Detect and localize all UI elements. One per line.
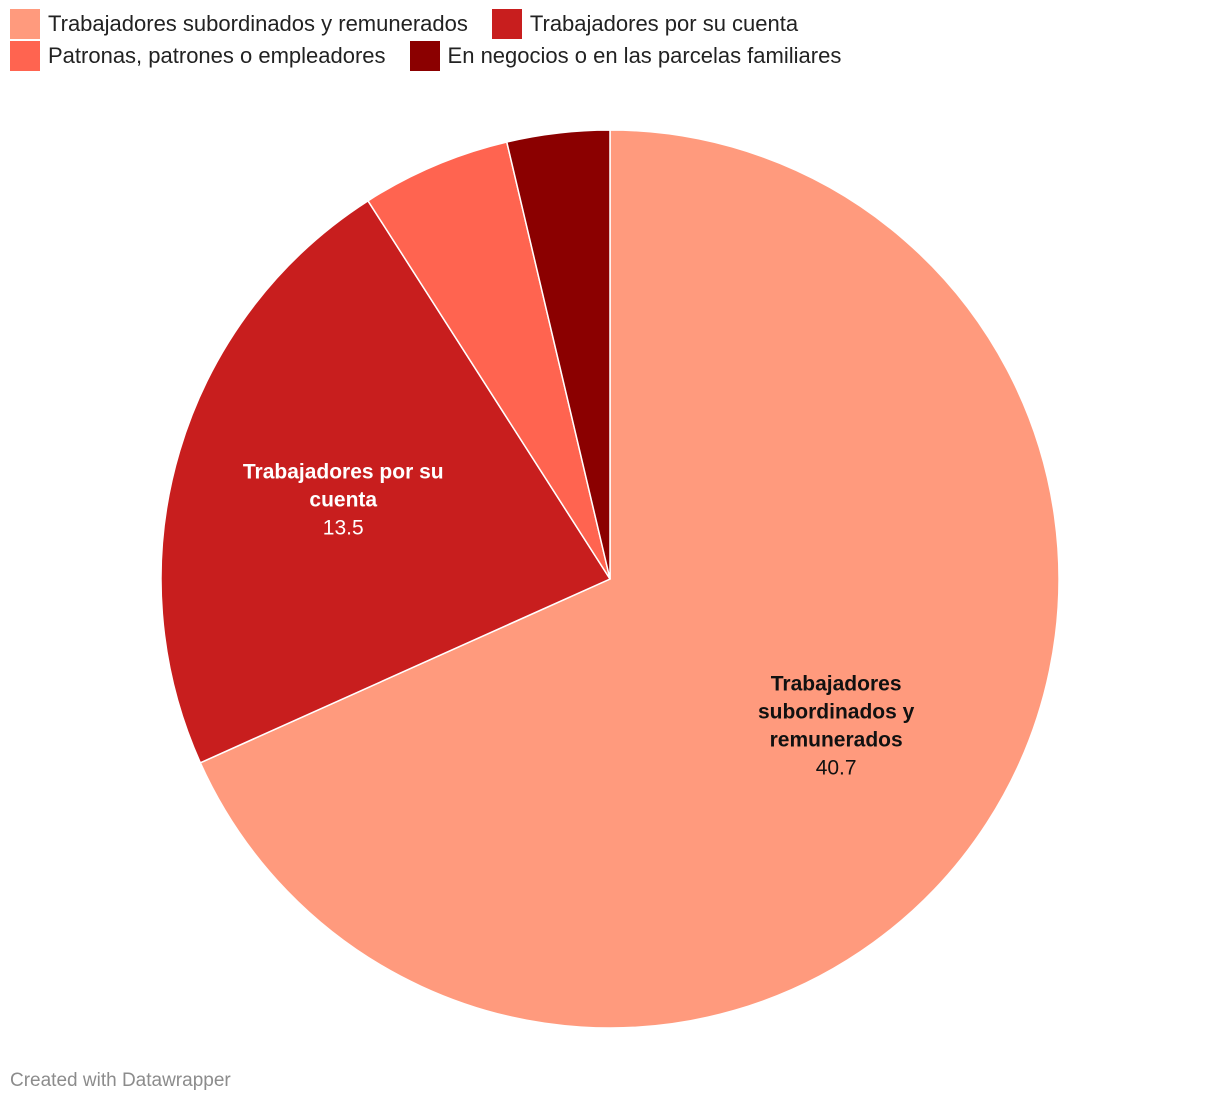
legend-item-patrones: Patronas, patrones o empleadores [10,41,386,71]
legend-row-2: Patronas, patrones o empleadores En nego… [10,40,1210,72]
pie-slice-negocios-familiares [505,129,611,580]
slice-value-por-su-cuenta: 13.5 [323,516,364,539]
legend-label-patrones: Patronas, patrones o empleadores [48,43,386,68]
slice-label-name-por-su-cuenta-line-2: cuenta [309,488,377,511]
legend-swatch-por-su-cuenta [491,9,522,39]
slice-label-por-su-cuenta: Trabajadores por su cuenta 13.5 [243,460,444,539]
slice-label-subordinados: Trabajadores subordinados y remunerados 40.… [758,672,915,779]
pie-slice-por-su-cuenta [160,199,612,764]
legend-swatch-negocios-familiares [409,41,440,71]
legend-item-negocios-familiares: En negocios o en las parcelas familiares [409,41,842,71]
slice-label-name-subordinados-line-3: remunerados [770,728,903,751]
datawrapper-credit: Created with Datawrapper [10,1070,231,1091]
slice-label-name-subordinados-line-1: Trabajadores [771,672,902,695]
slice-label-name-subordinados-line-2: subordinados y [758,700,915,723]
legend-swatch-patrones [10,41,40,71]
legend-swatch-subordinados [10,9,40,39]
legend-row-1: Trabajadores subordinados y remunerados … [10,8,1210,40]
legend-item-subordinados: Trabajadores subordinados y remunerados [10,9,468,39]
legend-label-por-su-cuenta: Trabajadores por su cuenta [529,11,799,36]
legend-label-subordinados: Trabajadores subordinados y remunerados [48,11,468,36]
pie-slice-subordinados [199,129,1060,1029]
slice-label-name-por-su-cuenta-line-1: Trabajadores por su [243,460,444,483]
legend: Trabajadores subordinados y remunerados … [10,8,1210,72]
pie-slice-patrones [366,141,611,580]
legend-item-por-su-cuenta: Trabajadores por su cuenta [491,9,799,39]
slice-value-subordinados: 40.7 [816,756,857,779]
legend-label-negocios-familiares: En negocios o en las parcelas familiares [447,43,842,68]
